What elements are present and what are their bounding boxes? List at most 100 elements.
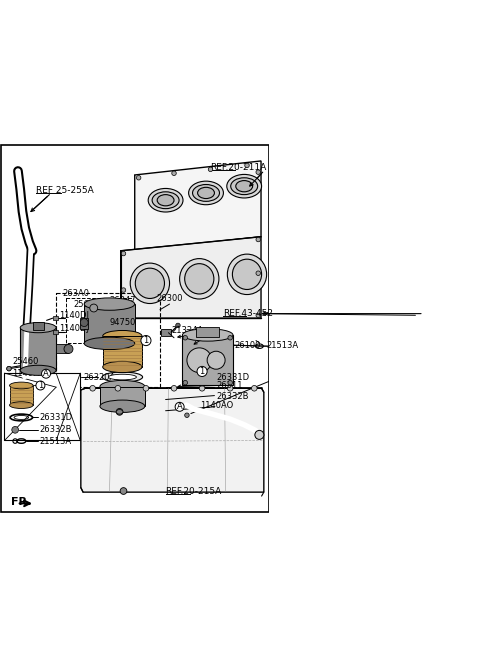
Text: 1140AO: 1140AO <box>200 401 233 409</box>
Ellipse shape <box>103 361 142 373</box>
Text: REF.20-211A: REF.20-211A <box>211 163 267 172</box>
Circle shape <box>199 386 205 391</box>
Ellipse shape <box>232 259 262 290</box>
Ellipse shape <box>20 365 56 375</box>
Circle shape <box>187 348 212 373</box>
Ellipse shape <box>227 174 262 198</box>
Circle shape <box>121 252 126 256</box>
Bar <box>100 386 145 406</box>
Bar <box>196 327 219 336</box>
Ellipse shape <box>198 187 215 198</box>
Circle shape <box>197 367 207 376</box>
Ellipse shape <box>64 344 73 353</box>
Circle shape <box>228 380 232 385</box>
Circle shape <box>36 381 45 390</box>
Circle shape <box>175 402 184 411</box>
Text: 26100: 26100 <box>235 340 261 350</box>
Circle shape <box>256 313 261 317</box>
Ellipse shape <box>84 337 135 350</box>
Bar <box>80 318 88 329</box>
Circle shape <box>228 386 233 391</box>
Ellipse shape <box>148 189 183 212</box>
Ellipse shape <box>236 181 252 192</box>
Text: 26331D: 26331D <box>39 413 72 422</box>
Circle shape <box>42 369 50 378</box>
Bar <box>53 317 59 320</box>
Circle shape <box>141 336 151 346</box>
Text: A: A <box>177 402 182 411</box>
Ellipse shape <box>182 328 233 341</box>
Ellipse shape <box>10 382 33 389</box>
Circle shape <box>121 313 126 317</box>
Text: 21513A: 21513A <box>39 436 72 445</box>
Text: 1: 1 <box>200 367 204 376</box>
Ellipse shape <box>180 259 219 299</box>
Bar <box>10 386 33 405</box>
Circle shape <box>120 487 127 494</box>
Ellipse shape <box>192 185 219 201</box>
Polygon shape <box>120 237 261 318</box>
Ellipse shape <box>84 298 135 310</box>
Text: 25460: 25460 <box>12 357 39 367</box>
Bar <box>56 293 160 387</box>
Text: 1140DJ: 1140DJ <box>59 324 89 332</box>
Text: 21513A: 21513A <box>266 340 298 350</box>
Circle shape <box>252 386 257 391</box>
Text: 1140DJ: 1140DJ <box>59 311 89 320</box>
Circle shape <box>185 413 189 417</box>
Ellipse shape <box>130 263 169 304</box>
Ellipse shape <box>10 402 33 409</box>
Text: 263A0: 263A0 <box>63 289 90 298</box>
Text: 26347: 26347 <box>109 296 136 305</box>
Circle shape <box>255 430 264 440</box>
Circle shape <box>136 175 141 180</box>
Text: 1: 1 <box>38 381 43 390</box>
Circle shape <box>7 367 11 371</box>
Bar <box>84 304 135 344</box>
Circle shape <box>80 319 88 327</box>
Text: 26332B: 26332B <box>216 392 249 401</box>
Text: 1140FX: 1140FX <box>12 369 44 378</box>
Bar <box>161 328 171 336</box>
Bar <box>182 335 233 386</box>
Ellipse shape <box>157 194 174 206</box>
Ellipse shape <box>135 268 165 298</box>
Circle shape <box>116 409 123 415</box>
Text: 25624B: 25624B <box>73 300 105 309</box>
Text: 26331D: 26331D <box>216 373 250 382</box>
Ellipse shape <box>185 263 214 294</box>
Ellipse shape <box>231 178 258 194</box>
Ellipse shape <box>116 409 123 414</box>
Ellipse shape <box>102 372 143 382</box>
Circle shape <box>171 386 177 391</box>
Text: FR.: FR. <box>11 497 32 507</box>
Polygon shape <box>81 388 264 492</box>
Text: 26300: 26300 <box>156 294 182 303</box>
Circle shape <box>90 304 97 312</box>
Circle shape <box>245 163 249 168</box>
Circle shape <box>208 167 213 171</box>
Text: 21516A: 21516A <box>185 329 217 338</box>
Bar <box>4 373 80 440</box>
Circle shape <box>183 380 188 385</box>
Bar <box>66 298 131 344</box>
Bar <box>103 336 142 367</box>
Text: 26311: 26311 <box>216 381 243 390</box>
Circle shape <box>256 170 261 174</box>
Ellipse shape <box>189 181 223 205</box>
Ellipse shape <box>108 374 136 380</box>
Circle shape <box>172 171 176 175</box>
Text: 94750: 94750 <box>109 318 136 327</box>
Text: REF.20-215A: REF.20-215A <box>166 487 222 495</box>
Bar <box>33 322 44 330</box>
Text: 26320A: 26320A <box>83 373 115 382</box>
Circle shape <box>256 271 261 275</box>
Ellipse shape <box>152 192 179 209</box>
Ellipse shape <box>100 400 145 413</box>
Text: REF 25-255A: REF 25-255A <box>36 186 94 194</box>
Circle shape <box>143 386 149 391</box>
Text: 26332B: 26332B <box>39 425 72 434</box>
Circle shape <box>121 288 126 292</box>
Circle shape <box>176 323 180 328</box>
Text: REF.43-452: REF.43-452 <box>223 309 274 318</box>
